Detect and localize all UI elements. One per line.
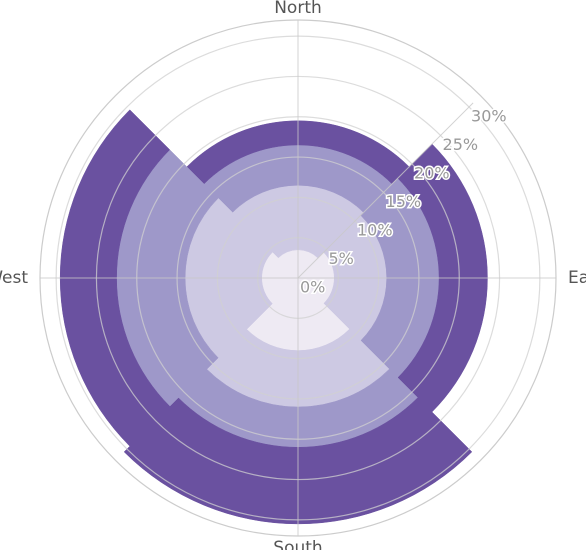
- r-tick-label: 5%: [329, 249, 354, 268]
- category-label: South: [273, 538, 322, 550]
- r-tick-label: 10%: [357, 220, 393, 239]
- r-tick-label: 30%: [471, 106, 507, 125]
- category-label: East: [568, 268, 586, 288]
- r-tick-label: 20%: [414, 163, 450, 182]
- r-tick-label: 15%: [386, 192, 422, 211]
- r-tick-label: 0%: [300, 278, 325, 297]
- category-label: West: [0, 268, 28, 288]
- category-label: North: [274, 0, 322, 18]
- r-tick-label: 25%: [443, 135, 479, 154]
- radial-axis-line: [297, 102, 474, 279]
